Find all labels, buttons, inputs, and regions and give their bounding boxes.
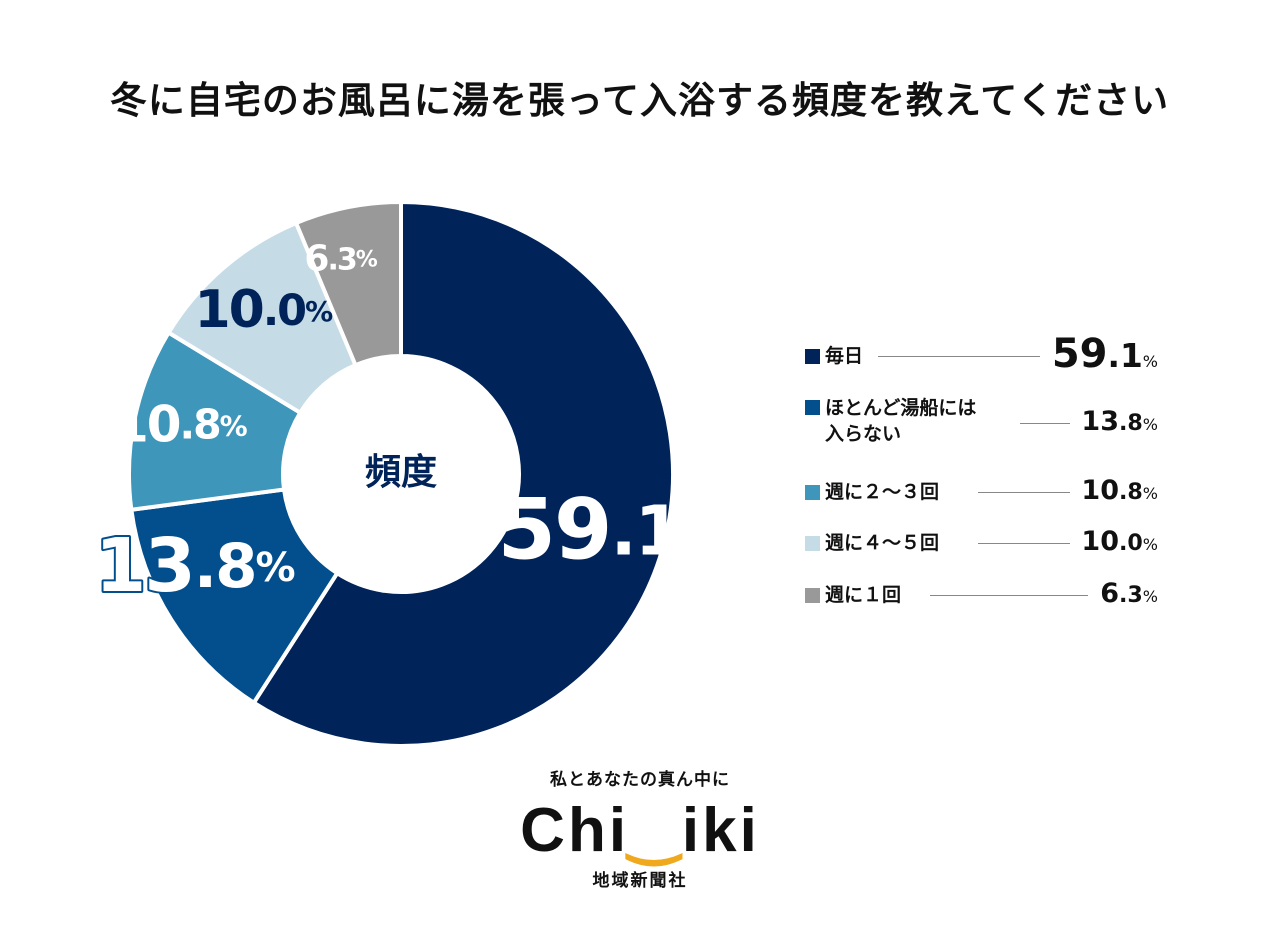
legend-label: 毎日 bbox=[825, 345, 864, 367]
legend-label: 週に１回 bbox=[825, 584, 902, 606]
brand-logo: Chi‿iki bbox=[440, 796, 840, 866]
legend-item-5: 週に１回 bbox=[805, 582, 901, 608]
slice-value-label-2: 13.8% bbox=[95, 523, 295, 609]
donut-slice-2 bbox=[129, 487, 340, 705]
legend-label: 週に２～３回 bbox=[825, 481, 940, 503]
slice-value-label-4: 10.0% bbox=[194, 280, 333, 340]
legend-leader-line bbox=[978, 492, 1070, 493]
legend-swatch bbox=[805, 587, 820, 603]
legend-item-3: 週に２～３回 bbox=[805, 479, 939, 505]
chart-title: 冬に自宅のお風呂に湯を張って入浴する頻度を教えてください bbox=[109, 79, 1170, 122]
legend-item-1: 毎日 bbox=[805, 343, 863, 369]
legend-swatch bbox=[805, 535, 820, 551]
legend-label: 週に４～５回 bbox=[825, 532, 940, 554]
legend-value: 59.1% bbox=[1051, 331, 1158, 378]
donut-center-label: 頻度 bbox=[365, 452, 437, 493]
logo-text-left: Chi bbox=[520, 796, 630, 865]
legend-swatch bbox=[805, 348, 820, 364]
legend-swatch bbox=[805, 400, 820, 415]
slice-value-label-5: 6.3% bbox=[304, 239, 377, 280]
brand-company: 地域新聞社 bbox=[592, 871, 688, 891]
legend-value: 10.0% bbox=[1081, 526, 1158, 558]
slice-value-label-1: 59.1% bbox=[498, 480, 724, 578]
donut-slice-3 bbox=[127, 330, 303, 512]
legend-value: 6.3% bbox=[1100, 578, 1158, 610]
logo-text-right: iki bbox=[681, 796, 760, 865]
legend-item-2: ほとんど湯船には 入らない bbox=[805, 395, 976, 447]
logo-smile-icon: ‿ bbox=[629, 796, 682, 865]
legend-item-4: 週に４～５回 bbox=[805, 530, 939, 556]
brand-tagline: 私とあなたの真ん中に bbox=[550, 770, 730, 790]
legend-value: 10.8% bbox=[1081, 475, 1158, 507]
legend-label: ほとんど湯船には 入らない bbox=[825, 397, 977, 445]
slice-value-label-3: 10.8% bbox=[114, 395, 248, 453]
brand-footer: 私とあなたの真ん中に Chi‿iki 地域新聞社 bbox=[440, 765, 840, 891]
donut-slice-5 bbox=[294, 200, 403, 368]
legend-leader-line bbox=[978, 543, 1070, 544]
legend-value: 13.8% bbox=[1081, 406, 1158, 438]
legend-leader-line bbox=[930, 595, 1088, 596]
legend-swatch bbox=[805, 484, 820, 500]
legend-leader-line bbox=[1020, 423, 1070, 424]
legend-leader-line bbox=[878, 356, 1040, 357]
donut-slice-1 bbox=[251, 200, 675, 748]
